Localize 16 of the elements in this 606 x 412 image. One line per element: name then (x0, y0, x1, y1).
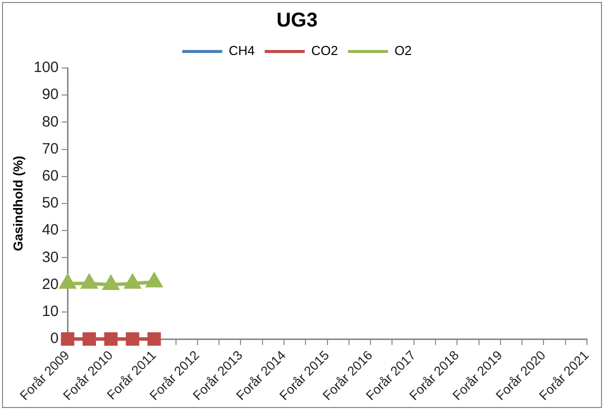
legend-label: O2 (394, 43, 412, 58)
y-tick-label: 80 (42, 113, 59, 130)
y-tick-label: 60 (42, 168, 59, 185)
y-tick-label: 10 (42, 303, 59, 320)
y-tick-label: 20 (42, 276, 59, 293)
y-tick-label: 100 (34, 59, 59, 76)
chart-title: UG3 (276, 10, 318, 32)
y-tick-label: 40 (42, 222, 59, 239)
y-tick-label: 30 (42, 248, 59, 266)
legend-label: CH4 (228, 43, 255, 58)
y-tick-label: 0 (50, 330, 59, 348)
y-tick-label: 70 (42, 140, 59, 158)
y-axis-title: Gasindhold (%) (10, 156, 26, 252)
y-tick-label: 50 (42, 194, 59, 212)
y-tick-label: 90 (42, 86, 59, 104)
legend-label: CO2 (311, 43, 338, 58)
